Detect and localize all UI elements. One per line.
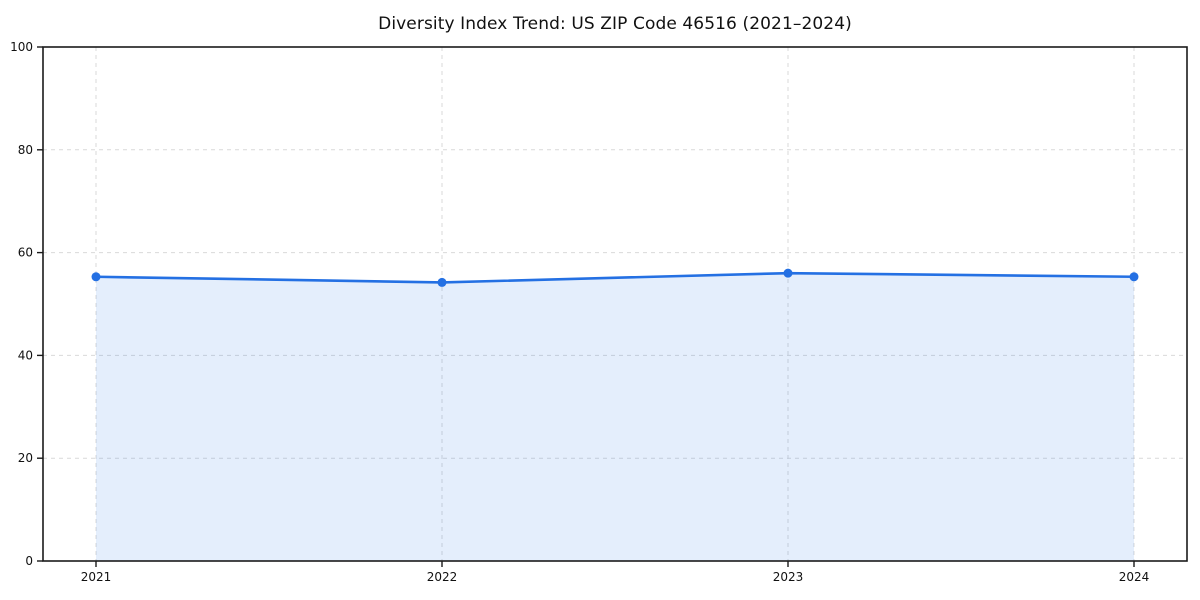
data-point-2023 (783, 268, 793, 278)
area-fill (96, 273, 1134, 561)
x-tick-label: 2023 (773, 570, 804, 584)
x-tick-label: 2024 (1119, 570, 1150, 584)
chart-title: Diversity Index Trend: US ZIP Code 46516… (378, 14, 852, 34)
y-tick-label: 80 (18, 143, 33, 157)
trend-line (94, 271, 1136, 284)
x-tick-label: 2022 (427, 570, 458, 584)
y-tick-label: 20 (18, 451, 33, 465)
y-tick-label: 100 (10, 40, 33, 54)
x-tick-label: 2021 (81, 570, 112, 584)
data-point-2024 (1129, 272, 1139, 282)
y-tick-label: 0 (25, 554, 33, 568)
plot-frame (42, 46, 1188, 562)
y-tick-label: 40 (18, 348, 33, 362)
data-point-2021 (91, 272, 101, 282)
y-tick-label: 60 (18, 246, 33, 260)
data-point-2022 (437, 277, 447, 287)
